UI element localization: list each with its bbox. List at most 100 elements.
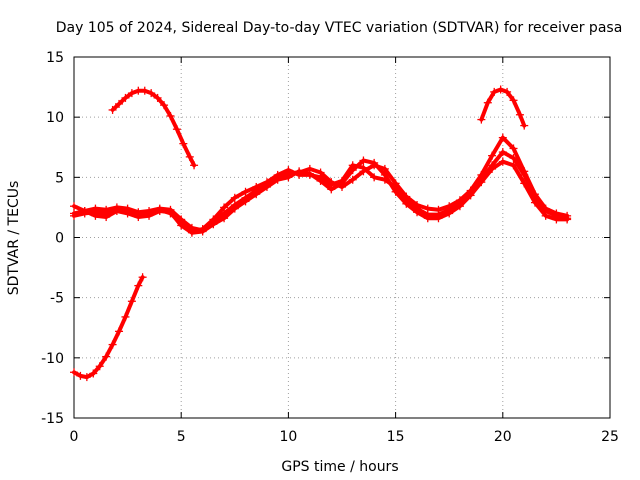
data-point: [70, 202, 78, 211]
data-point: [166, 209, 175, 218]
data-point: [134, 281, 143, 290]
x-axis-title: GPS time / hours: [281, 459, 398, 475]
data-point: [89, 369, 98, 378]
data-point: [370, 158, 379, 167]
data-point: [445, 205, 454, 214]
data-point: [316, 173, 325, 182]
data-series: [70, 85, 572, 382]
data-point: [121, 93, 130, 102]
data-point: [370, 173, 379, 182]
data-point: [115, 99, 124, 108]
data-point: [563, 214, 572, 223]
data-point: [488, 151, 497, 160]
series-line: [110, 88, 197, 168]
series-track-c: [70, 148, 572, 236]
data-point: [155, 205, 164, 214]
data-point: [252, 190, 261, 199]
chart-title: Day 105 of 2024, Sidereal Day-to-day VTE…: [56, 20, 623, 36]
data-point: [95, 362, 104, 371]
data-point: [509, 154, 518, 163]
data-point: [338, 176, 346, 185]
data-point: [220, 203, 229, 212]
series-line: [72, 150, 570, 234]
data-point: [466, 188, 475, 197]
data-point: [490, 87, 499, 96]
data-point: [305, 170, 314, 179]
data-point: [153, 93, 162, 102]
data-point: [284, 166, 293, 175]
data-point: [530, 192, 539, 201]
data-point: [108, 105, 117, 114]
x-tick-label: 20: [494, 429, 512, 445]
data-point: [80, 209, 89, 218]
y-axis-title: SDTVAR / TECUs: [6, 181, 22, 296]
data-point: [70, 211, 78, 220]
data-point: [273, 170, 282, 179]
data-point: [520, 121, 529, 130]
data-point: [147, 89, 156, 98]
series-track-b: [70, 156, 572, 237]
data-point: [552, 211, 561, 220]
data-point: [241, 197, 250, 206]
data-point: [503, 87, 512, 96]
data-point: [185, 152, 194, 161]
data-point: [179, 139, 188, 148]
data-point: [391, 182, 400, 191]
data-point: [76, 371, 85, 380]
data-point: [127, 89, 136, 98]
series-line: [72, 275, 145, 380]
data-point: [108, 340, 117, 349]
data-point: [496, 85, 505, 94]
data-point: [230, 204, 239, 213]
data-point: [434, 210, 443, 219]
data-point: [359, 156, 368, 165]
data-point: [252, 182, 261, 191]
series-pass-high-late: [477, 85, 529, 130]
data-point: [91, 208, 100, 217]
data-point: [112, 205, 121, 214]
data-point: [134, 210, 143, 219]
data-point: [187, 227, 196, 236]
data-point: [102, 352, 111, 361]
data-point: [483, 98, 492, 107]
data-point: [509, 96, 518, 105]
series-pass-low: [70, 273, 147, 382]
data-point: [166, 111, 175, 120]
x-tick-label: 5: [177, 429, 186, 445]
y-tick-label: 10: [46, 110, 64, 126]
data-point: [160, 101, 169, 110]
x-tick-label: 0: [70, 429, 79, 445]
data-point: [423, 210, 432, 219]
axis-ticks: 0 5 10 15 20 25 -15 -10 -5 0 5 10 15: [41, 50, 619, 445]
data-point: [498, 133, 507, 142]
data-point: [541, 207, 550, 216]
data-point: [380, 175, 389, 184]
y-tick-label: -5: [50, 291, 64, 307]
grid: [74, 57, 610, 418]
data-point: [477, 175, 486, 184]
data-point: [172, 125, 181, 134]
data-point: [402, 196, 411, 205]
data-point: [123, 207, 132, 216]
x-tick-label: 15: [387, 429, 405, 445]
y-tick-label: 15: [46, 50, 64, 66]
x-tick-label: 25: [601, 429, 619, 445]
data-point: [145, 209, 154, 218]
data-point: [70, 368, 78, 377]
data-point: [348, 175, 357, 184]
x-tick-label: 10: [279, 429, 297, 445]
data-point: [348, 161, 357, 170]
data-point: [241, 187, 250, 196]
series-pass-high-early: [108, 86, 199, 170]
data-point: [327, 180, 336, 189]
data-point: [477, 115, 486, 124]
data-point: [359, 163, 368, 172]
data-point: [520, 170, 529, 179]
data-point: [127, 297, 136, 306]
data-point: [102, 209, 111, 218]
y-tick-label: -10: [41, 351, 64, 367]
data-point: [455, 198, 464, 207]
series-line: [479, 87, 527, 128]
data-point: [220, 214, 229, 223]
